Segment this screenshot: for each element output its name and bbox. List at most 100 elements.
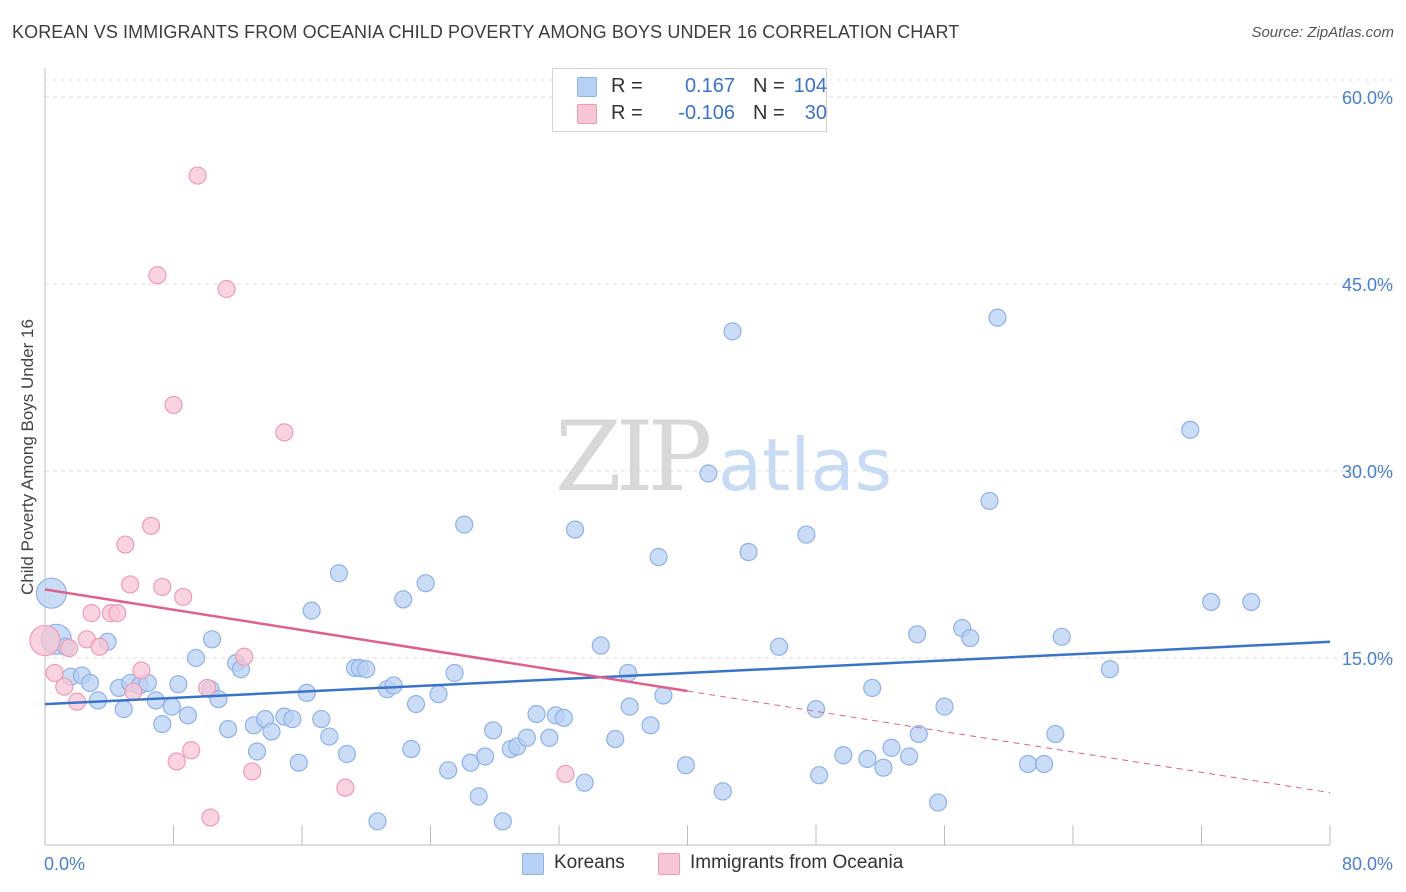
point-korean — [961, 628, 980, 648]
point-korean — [641, 716, 660, 735]
point-korean — [429, 685, 448, 704]
point-korean — [1202, 592, 1221, 612]
point-korean — [935, 697, 954, 716]
point-korean — [517, 728, 536, 747]
point-korean — [302, 601, 321, 620]
point-korean — [654, 686, 673, 705]
x-tick-label: 80.0% — [1342, 854, 1393, 874]
y-tick-label: 60.0% — [1342, 88, 1393, 108]
point-korean — [769, 637, 789, 656]
correlation-legend: R = 0.167 N = 104 R = -0.106 N = 30 — [552, 68, 827, 132]
point-korean — [484, 721, 503, 740]
chart-title: KOREAN VS IMMIGRANTS FROM OCEANIA CHILD … — [12, 22, 960, 42]
point-oceania — [108, 604, 127, 623]
y-tick-label: 45.0% — [1342, 275, 1393, 295]
point-korean — [476, 747, 495, 766]
point-korean — [618, 663, 638, 683]
point-korean — [178, 706, 198, 725]
point-oceania — [243, 762, 262, 781]
point-oceania — [132, 661, 151, 680]
point-korean — [1100, 660, 1120, 679]
series-label-oceania: Immigrants from Oceania — [690, 852, 904, 873]
point-oceania — [275, 423, 294, 442]
legend-swatch-koreans — [577, 77, 597, 97]
legend-r-label: R = — [611, 75, 643, 97]
point-korean — [80, 673, 100, 693]
point-korean — [394, 590, 413, 609]
data-points — [29, 166, 1261, 831]
point-korean — [312, 709, 331, 729]
point-oceania — [182, 741, 201, 760]
point-korean — [723, 322, 742, 341]
point-oceania — [174, 587, 193, 607]
point-korean — [575, 773, 594, 792]
point-korean — [858, 749, 877, 769]
point-oceania — [201, 808, 220, 827]
grid-lines — [45, 79, 1395, 659]
point-korean — [713, 782, 732, 801]
point-oceania — [167, 752, 186, 771]
point-oceania — [217, 279, 236, 299]
series-legend: Koreans Immigrants from Oceania — [0, 852, 1406, 878]
point-oceania — [153, 577, 172, 597]
point-korean — [980, 491, 999, 511]
point-oceania — [124, 682, 143, 701]
watermark-atlas: atlas — [718, 423, 892, 507]
point-korean — [882, 738, 901, 757]
point-korean — [337, 744, 357, 764]
point-korean — [527, 704, 546, 724]
point-korean — [1018, 754, 1038, 774]
point-oceania — [55, 677, 74, 696]
point-korean — [874, 758, 893, 777]
point-korean — [620, 697, 639, 716]
point-korean — [202, 630, 222, 649]
point-oceania — [59, 638, 79, 658]
point-korean — [416, 574, 435, 593]
point-oceania — [336, 778, 355, 797]
point-oceania — [141, 516, 161, 535]
point-korean — [329, 564, 349, 583]
series-swatch-oceania — [658, 853, 680, 875]
point-korean — [146, 691, 165, 710]
point-oceania — [164, 395, 183, 415]
point-korean — [1034, 754, 1054, 774]
point-korean — [445, 663, 464, 683]
point-oceania — [198, 678, 217, 698]
point-korean — [699, 464, 718, 483]
point-korean — [384, 676, 403, 695]
point-korean — [402, 739, 421, 759]
point-korean — [554, 708, 573, 727]
point-korean — [357, 660, 376, 679]
point-oceania — [121, 575, 140, 594]
y-tick-label: 15.0% — [1342, 649, 1393, 669]
point-korean — [289, 753, 308, 772]
point-korean — [739, 542, 758, 562]
tick-labels: 15.0% 30.0% 45.0% 60.0% 0.0% 80.0% — [44, 88, 1393, 874]
point-korean — [169, 675, 188, 694]
y-tick-label: 30.0% — [1342, 462, 1393, 482]
point-korean — [909, 724, 928, 744]
point-oceania — [116, 535, 135, 554]
point-korean — [806, 700, 826, 719]
point-korean — [988, 308, 1007, 327]
point-korean — [540, 728, 559, 747]
point-korean — [493, 812, 512, 831]
point-korean — [247, 742, 267, 761]
watermark: ZIP atlas — [555, 401, 892, 513]
legend-r-value: -0.106 — [678, 102, 735, 124]
watermark-zip: ZIP — [555, 401, 710, 513]
y-axis-label: Child Poverty Among Boys Under 16 — [18, 319, 37, 595]
point-korean — [439, 761, 458, 780]
point-korean — [565, 520, 585, 539]
legend-n-label: N = — [753, 75, 785, 97]
point-korean — [863, 678, 882, 698]
source-credit: Source: ZipAtlas.com — [1251, 24, 1394, 41]
point-korean — [455, 515, 474, 534]
point-korean — [406, 695, 426, 714]
point-oceania — [29, 624, 61, 657]
point-korean — [797, 525, 816, 544]
point-korean — [810, 766, 829, 785]
trend-line-oceania — [44, 588, 688, 693]
point-korean — [186, 648, 206, 668]
